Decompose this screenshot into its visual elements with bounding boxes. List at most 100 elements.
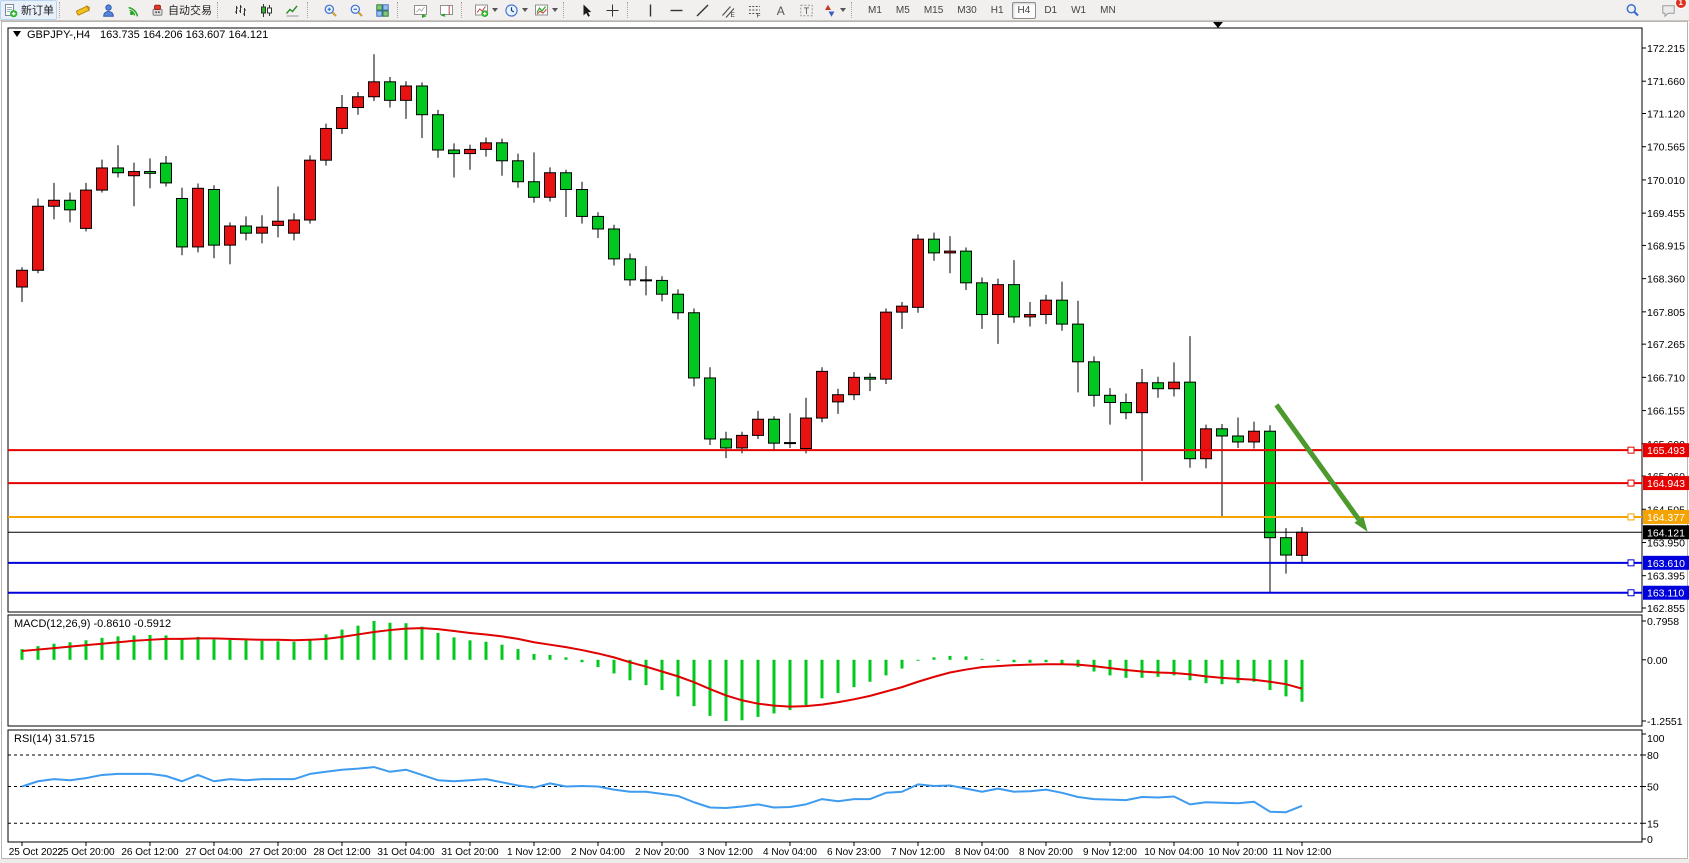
hline-164.943[interactable]: 164.943 <box>8 476 1689 491</box>
bull-candle-body <box>480 142 492 150</box>
toolbar-separator <box>59 2 67 18</box>
indicators-button[interactable] <box>471 0 501 20</box>
zoom-out-button[interactable] <box>343 0 369 20</box>
timeframe-D1-button[interactable]: D1 <box>1044 4 1058 16</box>
candlestick <box>800 397 812 454</box>
macd-indicator: MACD(12,26,9) -0.8610 -0.5912 0.7958 0.00 -… <box>14 616 1683 728</box>
hline-165.493[interactable]: 165.493 <box>8 443 1689 458</box>
trend-arrow[interactable] <box>1274 403 1368 532</box>
timeframe-M15-button[interactable]: M15 <box>923 4 944 16</box>
horizontal-line-button[interactable] <box>663 0 689 20</box>
candlestick <box>1104 388 1116 425</box>
bull-candle-body <box>736 434 748 449</box>
candlestick <box>784 413 796 448</box>
main-chart-pane[interactable] <box>7 27 1643 613</box>
candlestick <box>192 183 204 253</box>
price-tick-label: 171.120 <box>1647 109 1685 121</box>
chevron-down-icon[interactable] <box>840 8 846 12</box>
line-handle[interactable] <box>1627 513 1635 521</box>
macd-histogram-bar <box>996 659 1000 661</box>
line-handle[interactable] <box>1627 446 1635 454</box>
candlestick <box>1056 281 1068 331</box>
zoom-in-button[interactable] <box>317 0 343 20</box>
auto-trading-button[interactable]: 自动交易 <box>147 0 215 20</box>
market-watch-button[interactable] <box>95 0 121 20</box>
bull-candle-body <box>304 159 316 221</box>
chart-shift-icon <box>439 4 453 17</box>
timeframe-M1-button[interactable]: M1 <box>868 4 882 16</box>
chevron-down-icon[interactable] <box>492 8 498 12</box>
candlestick <box>592 212 604 238</box>
chevron-down-icon[interactable] <box>552 8 558 12</box>
candlestick <box>32 198 44 274</box>
price-axis[interactable]: 172.215 171.660 171.120 170.565 170.010 169.4… <box>1642 43 1685 615</box>
hline-163.610[interactable]: 163.610 <box>8 555 1689 570</box>
arrows-button[interactable] <box>819 0 849 20</box>
line-handle[interactable] <box>1627 479 1635 487</box>
candlestick <box>288 213 300 241</box>
arrows-icon <box>825 4 835 17</box>
templates-button[interactable] <box>531 0 561 20</box>
macd-histogram-bar <box>756 659 760 717</box>
metaeditor-button[interactable] <box>69 0 95 20</box>
line-handle[interactable] <box>1627 559 1635 567</box>
equidistant-channel-button[interactable]: E <box>715 0 741 20</box>
timeframe-W1-button[interactable]: W1 <box>1071 4 1087 16</box>
macd-histogram-bar <box>644 659 648 686</box>
bull-candle-body <box>1296 531 1308 556</box>
candlestick <box>80 182 92 232</box>
search-button[interactable] <box>1619 0 1645 20</box>
text-button[interactable]: A <box>767 0 793 20</box>
candlestick <box>656 276 668 302</box>
time-tick-label: 26 Oct 12:00 <box>121 847 179 858</box>
fibonacci-button[interactable]: F <box>741 0 767 20</box>
cursor-button[interactable] <box>573 0 599 20</box>
timeframe-H1-button[interactable]: H1 <box>990 4 1004 16</box>
tile-windows-button[interactable] <box>369 0 395 20</box>
macd-pane[interactable] <box>7 614 1643 727</box>
crosshair-button[interactable] <box>599 0 625 20</box>
auto-scroll-button[interactable] <box>407 0 433 20</box>
candlestick <box>528 152 540 203</box>
bear-candle-body <box>704 377 716 440</box>
time-tick-label: 1 Nov 12:00 <box>507 847 561 858</box>
new-order-button[interactable]: 新订单 <box>0 0 57 20</box>
line-chart-type-button[interactable] <box>279 0 305 20</box>
price-line-label-bg <box>1643 585 1689 600</box>
macd-histogram-bar <box>308 638 312 660</box>
macd-histogram-bar <box>532 653 536 660</box>
timeframe-H4-button[interactable]: H4 <box>1011 1 1037 19</box>
time-tick-label: 2 Nov 20:00 <box>635 847 689 858</box>
chat-button[interactable]: 1 <box>1655 0 1687 20</box>
macd-histogram-bar <box>372 621 376 660</box>
new-order-label: 新订单 <box>21 5 54 17</box>
price-line-label: 164.121 <box>1647 527 1685 539</box>
candlestick <box>464 144 476 170</box>
macd-histogram-bar <box>788 659 792 711</box>
bar-chart-type-button[interactable] <box>227 0 253 20</box>
time-tick-label: 2 Nov 04:00 <box>571 847 625 858</box>
chart-shift-button[interactable] <box>433 0 459 20</box>
signals-button[interactable] <box>121 0 147 20</box>
line-handle[interactable] <box>1627 589 1635 597</box>
timeframe-M30-button[interactable]: M30 <box>957 4 977 16</box>
hline-164.377[interactable]: 164.377 <box>8 509 1689 524</box>
bull-candle-body <box>1024 314 1036 318</box>
bear-candle-body <box>1152 382 1164 390</box>
chevron-down-icon[interactable] <box>522 8 528 12</box>
periods-button[interactable] <box>501 0 531 20</box>
hline-163.110[interactable]: 163.110 <box>8 585 1689 600</box>
text-label-button[interactable]: T <box>793 0 819 20</box>
candlestick-chart-type-button[interactable] <box>253 0 279 20</box>
macd-histogram-bar <box>964 656 968 660</box>
trendline-button[interactable] <box>689 0 715 20</box>
vertical-line-button[interactable] <box>637 0 663 20</box>
time-tick-label: 25 Oct 20:00 <box>57 847 115 858</box>
auto-trading-label: 自动交易 <box>168 5 212 17</box>
macd-axis-label: 0.7958 <box>1647 616 1679 628</box>
timeframe-MN-button[interactable]: MN <box>1100 4 1116 16</box>
symbol-dropdown-icon[interactable] <box>13 31 21 37</box>
timeframe-M5-button[interactable]: M5 <box>895 4 910 16</box>
